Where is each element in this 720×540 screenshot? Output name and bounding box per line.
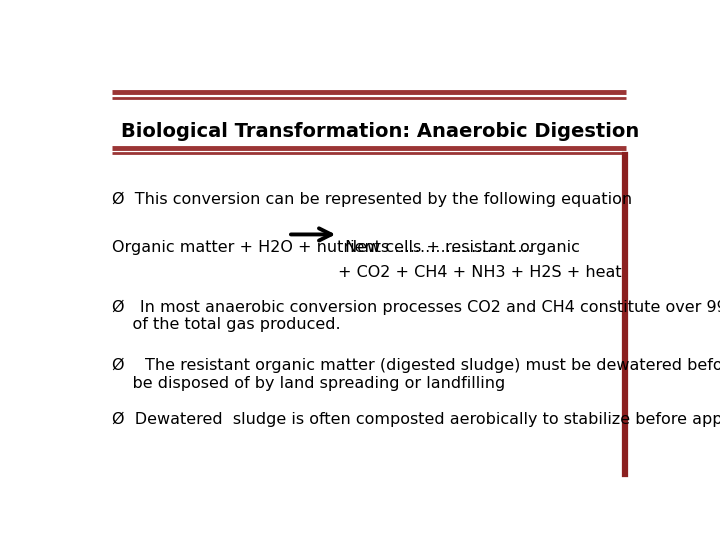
Text: Ø  Dewatered  sludge is often composted aerobically to stabilize before applicat: Ø Dewatered sludge is often composted ae… <box>112 412 720 427</box>
Text: Biological Transformation: Anaerobic Digestion: Biological Transformation: Anaerobic Dig… <box>121 122 639 141</box>
Text: + CO2 + CH4 + NH3 + H2S + heat: + CO2 + CH4 + NH3 + H2S + heat <box>338 265 622 280</box>
Text: Ø    The resistant organic matter (digested sludge) must be dewatered before it : Ø The resistant organic matter (digested… <box>112 358 720 390</box>
Text: New cells + resistant organic: New cells + resistant organic <box>340 240 580 255</box>
Text: Organic matter + H2O + nutrients ...........................: Organic matter + H2O + nutrients .......… <box>112 240 533 255</box>
Text: Ø   In most anaerobic conversion processes CO2 and CH4 constitute over 99 percen: Ø In most anaerobic conversion processes… <box>112 300 720 333</box>
Text: Ø  This conversion can be represented by the following equation: Ø This conversion can be represented by … <box>112 192 632 207</box>
